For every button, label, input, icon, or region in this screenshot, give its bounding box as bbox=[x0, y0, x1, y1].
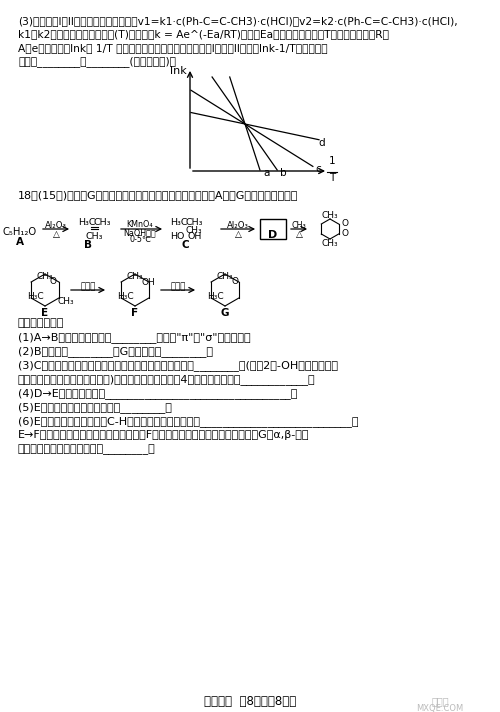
Text: B: B bbox=[84, 240, 92, 250]
Text: (1)A→B的反应中，有碳碳________键（填"π"或"σ"）的形成。: (1)A→B的反应中，有碳碳________键（填"π"或"σ"）的形成。 bbox=[18, 332, 250, 343]
Text: 答案圈: 答案圈 bbox=[431, 696, 449, 706]
Text: O: O bbox=[341, 219, 348, 228]
Text: E→F的过程中还可能生成一种副产物，与F互为同分异构体，且也能转化为类似G的α,β-不饱: E→F的过程中还可能生成一种副产物，与F互为同分异构体，且也能转化为类似G的α,… bbox=[18, 430, 310, 440]
Text: 催化剂: 催化剂 bbox=[170, 282, 186, 291]
Text: HO: HO bbox=[170, 232, 184, 241]
Text: 高三化学  第8页（共8页）: 高三化学 第8页（共8页） bbox=[204, 695, 296, 708]
Text: 和酮，该副产物的结构简式为________。: 和酮，该副产物的结构简式为________。 bbox=[18, 444, 156, 455]
Text: 回答下列问题：: 回答下列问题： bbox=[18, 318, 64, 328]
Text: (3)C的同分异构体中，与其官能团种类和数目均相同的有________种(注：2个-OH连在同一个碳: (3)C的同分异构体中，与其官能团种类和数目均相同的有________种(注：2… bbox=[18, 360, 338, 371]
Text: OH: OH bbox=[188, 232, 202, 241]
Text: F: F bbox=[132, 308, 138, 318]
Text: CH₃: CH₃ bbox=[186, 226, 202, 235]
Text: b: b bbox=[280, 168, 287, 178]
Text: CH₃: CH₃ bbox=[322, 239, 338, 248]
Text: Al₂O₃: Al₂O₃ bbox=[227, 221, 249, 230]
Text: C: C bbox=[181, 240, 189, 250]
Text: △: △ bbox=[296, 230, 302, 239]
Text: CH₃: CH₃ bbox=[292, 221, 306, 230]
Text: CH₃: CH₃ bbox=[186, 218, 204, 227]
Text: CH₃: CH₃ bbox=[126, 272, 144, 281]
Text: 原子上不稳定；不考虑立体异构)；其中核磁共振氢谱有4组峰的结构简式为____________。: 原子上不稳定；不考虑立体异构)；其中核磁共振氢谱有4组峰的结构简式为______… bbox=[18, 374, 316, 385]
Text: E: E bbox=[42, 308, 48, 318]
Text: Al₂O₃: Al₂O₃ bbox=[45, 221, 67, 230]
Text: KMnO₄: KMnO₄ bbox=[126, 220, 154, 229]
Text: 1: 1 bbox=[328, 156, 336, 166]
Text: A和e均为常数。lnk与 1/T 之间为线性关系。下图中表示反应I和反应II对应的lnk-1/T关系的曲线: A和e均为常数。lnk与 1/T 之间为线性关系。下图中表示反应I和反应II对应… bbox=[18, 43, 328, 53]
Text: (4)D→E的化学方程式为_________________________________。: (4)D→E的化学方程式为___________________________… bbox=[18, 388, 297, 399]
Text: CH₃: CH₃ bbox=[94, 218, 112, 227]
Text: △: △ bbox=[234, 230, 242, 239]
Text: MXQE.COM: MXQE.COM bbox=[416, 704, 464, 712]
Text: a: a bbox=[263, 168, 270, 178]
Text: (3)已知反应I、II对应的速率方程分别为v1=k1·c(Ph-C=C-CH3)·c(HCl)和v2=k2·c(Ph-C=C-CH3)·c(HCl),: (3)已知反应I、II对应的速率方程分别为v1=k1·c(Ph-C=C-CH3)… bbox=[18, 16, 458, 26]
Text: A: A bbox=[16, 237, 24, 247]
Text: O: O bbox=[49, 277, 56, 286]
Text: 催化剂: 催化剂 bbox=[80, 282, 96, 291]
Text: c: c bbox=[316, 164, 322, 174]
Text: CH₃: CH₃ bbox=[322, 211, 338, 220]
Text: 分别为________、________(填选项字母)。: 分别为________、________(填选项字母)。 bbox=[18, 56, 176, 68]
Text: OH: OH bbox=[141, 278, 155, 287]
Text: T: T bbox=[329, 173, 335, 183]
Text: (5)E中含有手性碳原子的个数为________。: (5)E中含有手性碳原子的个数为________。 bbox=[18, 402, 172, 413]
Text: d: d bbox=[318, 137, 324, 147]
Text: 0-5℃: 0-5℃ bbox=[129, 235, 151, 244]
Text: H₃C: H₃C bbox=[207, 292, 224, 301]
Text: H₃C: H₃C bbox=[170, 218, 188, 227]
Text: (6)E中羰基相邻碳原子上的C-H键易断裂，分析其原因为___________________________；: (6)E中羰基相邻碳原子上的C-H键易断裂，分析其原因为____________… bbox=[18, 416, 358, 427]
Text: G: G bbox=[221, 308, 229, 318]
Text: D: D bbox=[268, 230, 278, 240]
Text: H₃C: H₃C bbox=[27, 292, 44, 301]
Bar bbox=[260, 219, 286, 239]
Text: NaOH溶液: NaOH溶液 bbox=[124, 228, 156, 237]
Text: (2)B的名称为________；G的分子式为________。: (2)B的名称为________；G的分子式为________。 bbox=[18, 346, 213, 357]
Text: CH₃: CH₃ bbox=[58, 297, 74, 306]
Text: 18．(15分)有机物G是一种重要的有机化工中间体，由有机物A制备G的合成路线如下：: 18．(15分)有机物G是一种重要的有机化工中间体，由有机物A制备G的合成路线如… bbox=[18, 190, 298, 200]
Text: CH₃: CH₃ bbox=[216, 272, 234, 281]
Text: O: O bbox=[231, 277, 238, 286]
Text: k1、k2为速率常数，其与温度(T)的关系为k = Ae^(-Ea/RT)，其中Ea为反应的活化能，T为反应的温度，R、: k1、k2为速率常数，其与温度(T)的关系为k = Ae^(-Ea/RT)，其中… bbox=[18, 29, 389, 39]
Text: H₃C: H₃C bbox=[117, 292, 134, 301]
Text: CH₃: CH₃ bbox=[86, 232, 104, 241]
Text: O: O bbox=[341, 229, 348, 238]
Text: △: △ bbox=[52, 230, 60, 239]
Text: H₃C: H₃C bbox=[78, 218, 96, 227]
Text: CH₃: CH₃ bbox=[36, 272, 54, 281]
Text: lnk: lnk bbox=[170, 66, 187, 76]
Text: C₅H₁₂O: C₅H₁₂O bbox=[3, 227, 37, 237]
